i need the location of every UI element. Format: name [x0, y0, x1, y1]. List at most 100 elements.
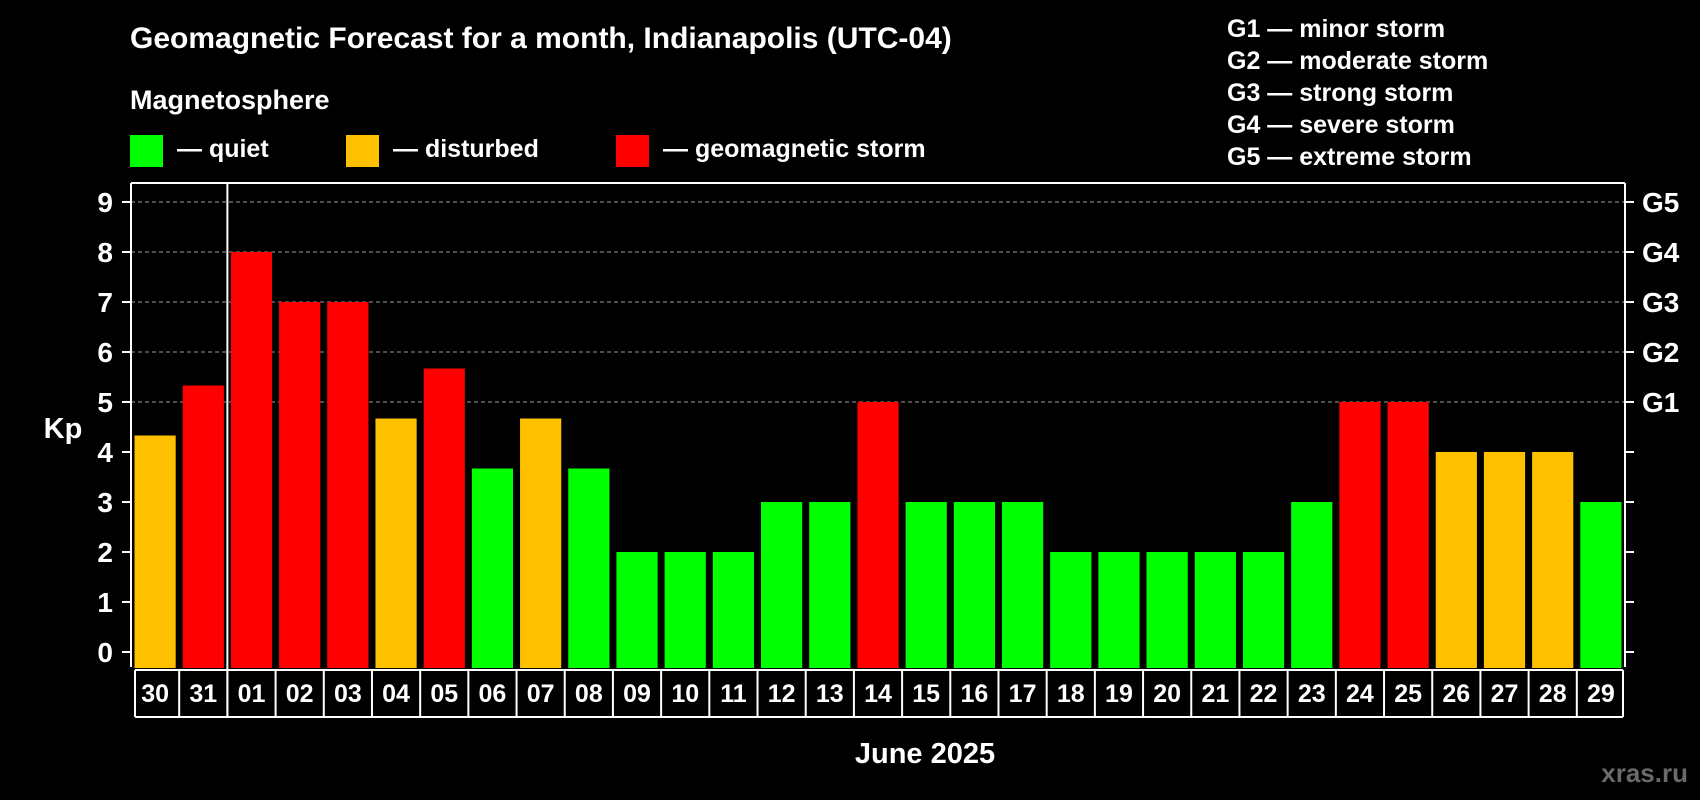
y-tick-label: 6	[97, 337, 113, 368]
day-label-21: 21	[1201, 680, 1229, 708]
storm-level-label-g5: G5	[1642, 187, 1679, 218]
day-label-15: 15	[912, 680, 940, 708]
bar-19	[1098, 552, 1140, 668]
bar-05	[423, 368, 465, 668]
bar-28	[1532, 452, 1574, 668]
y-axis-label: Kp	[44, 413, 83, 445]
legend-swatch-quiet	[130, 135, 163, 167]
storm-scale-g4: G4 — severe storm	[1227, 111, 1455, 139]
bar-26	[1435, 452, 1477, 668]
legend-swatch-disturbed	[346, 135, 379, 167]
y-tick-label: 7	[97, 287, 113, 318]
bar-24	[1339, 402, 1381, 668]
day-label-02: 02	[286, 680, 314, 708]
y-tick-label: 3	[97, 487, 113, 518]
bar-23	[1291, 502, 1333, 668]
day-label-01: 01	[238, 680, 266, 708]
legend-label-quiet: — quiet	[177, 135, 269, 163]
day-label-18: 18	[1057, 680, 1085, 708]
magnetosphere-legend: — quiet — disturbed — geomagnetic storm	[130, 135, 926, 167]
y-tick-label: 9	[97, 187, 113, 218]
y-tick-label: 4	[97, 437, 113, 468]
bar-30	[134, 435, 176, 668]
day-label-20: 20	[1153, 680, 1181, 708]
day-label-28: 28	[1539, 680, 1567, 708]
storm-level-label-g1: G1	[1642, 387, 1679, 418]
gridlines	[131, 201, 1625, 403]
day-label-11: 11	[720, 680, 747, 708]
storm-level-label-g2: G2	[1642, 337, 1679, 368]
bar-12	[761, 502, 803, 668]
day-label-16: 16	[960, 680, 988, 708]
day-label-03: 03	[334, 680, 362, 708]
day-label-12: 12	[768, 680, 796, 708]
bar-09	[616, 552, 658, 668]
bar-03	[327, 302, 369, 668]
chart-title: Geomagnetic Forecast for a month, Indian…	[130, 22, 952, 55]
day-label-27: 27	[1491, 680, 1519, 708]
storm-scale-g1: G1 — minor storm	[1227, 15, 1445, 43]
y-tick-label: 2	[97, 537, 113, 568]
day-label-06: 06	[479, 680, 507, 708]
legend-label-storm: — geomagnetic storm	[663, 135, 926, 163]
y-tick-label: 1	[97, 587, 113, 618]
y-tick-label: 5	[97, 387, 113, 418]
day-label-29: 29	[1587, 680, 1615, 708]
storm-scale-g2: G2 — moderate storm	[1227, 47, 1488, 75]
bar-07	[520, 418, 562, 668]
day-label-31: 31	[189, 680, 217, 708]
bar-17	[1001, 502, 1044, 668]
day-labels: 30 31 01 02 03 04 05 06 07 08 09 10 11 12 13 14 15 16 17 18…	[134, 669, 1624, 718]
day-label-19: 19	[1105, 680, 1133, 708]
day-label-08: 08	[575, 680, 603, 708]
bar-14	[857, 402, 899, 668]
day-label-09: 09	[623, 680, 651, 708]
bar-13	[809, 502, 851, 668]
bars	[134, 252, 1622, 668]
bar-18	[1050, 552, 1092, 668]
bar-29	[1580, 502, 1622, 668]
y-tick-label: 0	[97, 637, 113, 668]
day-label-22: 22	[1250, 680, 1278, 708]
storm-level-label-g4: G4	[1642, 237, 1680, 268]
day-label-26: 26	[1442, 680, 1470, 708]
bar-06	[471, 468, 514, 668]
day-label-23: 23	[1298, 680, 1326, 708]
bar-04	[375, 418, 417, 668]
day-label-24: 24	[1346, 680, 1374, 708]
magnetosphere-label: Magnetosphere	[130, 85, 330, 115]
day-label-30: 30	[141, 680, 169, 708]
bar-16	[953, 502, 995, 668]
bar-01	[230, 252, 273, 668]
bar-27	[1483, 452, 1526, 668]
day-label-10: 10	[671, 680, 699, 708]
storm-scale-legend: G1 — minor storm G2 — moderate storm G3 …	[1227, 15, 1488, 171]
day-label-13: 13	[816, 680, 844, 708]
day-label-04: 04	[382, 680, 410, 708]
day-label-25: 25	[1394, 680, 1422, 708]
bar-11	[712, 552, 755, 668]
bar-25	[1387, 402, 1429, 668]
bar-10	[664, 552, 706, 668]
day-label-17: 17	[1009, 680, 1037, 708]
day-label-05: 05	[430, 680, 458, 708]
watermark: xras.ru	[1601, 758, 1688, 788]
bar-02	[279, 302, 321, 668]
storm-scale-g3: G3 — strong storm	[1227, 79, 1453, 107]
day-label-07: 07	[527, 680, 555, 708]
y-tick-label: 8	[97, 237, 113, 268]
storm-level-label-g3: G3	[1642, 287, 1679, 318]
day-label-14: 14	[864, 680, 892, 708]
legend-label-disturbed: — disturbed	[393, 135, 539, 163]
x-axis-label: June 2025	[855, 738, 995, 770]
legend-swatch-storm	[616, 135, 649, 167]
storm-scale-g5: G5 — extreme storm	[1227, 143, 1472, 171]
bar-08	[568, 468, 610, 668]
bar-20	[1146, 552, 1188, 668]
bar-15	[905, 502, 947, 668]
bar-31	[182, 385, 224, 668]
bar-22	[1242, 552, 1285, 668]
bar-21	[1194, 552, 1236, 668]
